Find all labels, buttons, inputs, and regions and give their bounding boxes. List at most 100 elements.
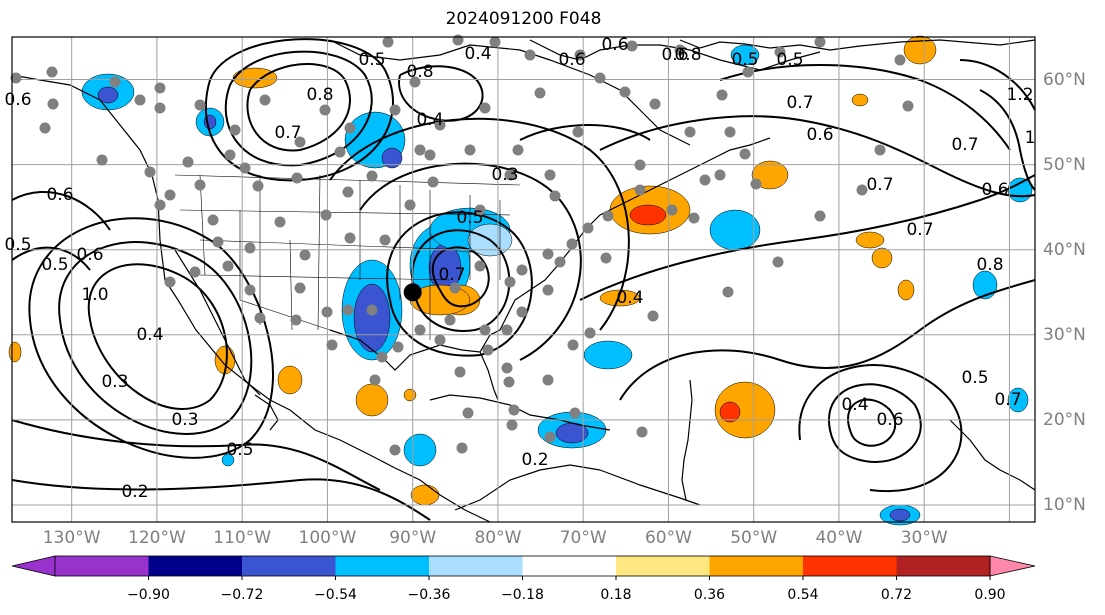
border-segment (199, 174, 206, 276)
contour-line (386, 211, 533, 357)
station-marker (574, 49, 586, 61)
station-marker (684, 126, 696, 138)
contour-label: 0.4 (841, 395, 868, 415)
station-marker (96, 154, 108, 166)
station-marker (212, 236, 224, 248)
contour-line (979, 89, 1036, 191)
station-marker (742, 66, 754, 78)
longitude-label: 50°W (730, 528, 778, 548)
contour-label: 0.7 (866, 175, 893, 195)
shaded-region (599, 289, 641, 307)
station-marker (392, 341, 404, 353)
coastline-segment (949, 419, 1036, 491)
contour-label: 0.2 (521, 450, 548, 470)
station-marker (724, 126, 736, 138)
station-marker (389, 104, 401, 116)
longitude-label: 130°W (42, 528, 101, 548)
station-marker (291, 172, 303, 184)
station-marker (902, 100, 914, 112)
contour-label: 0.3 (101, 372, 128, 392)
station-marker (714, 169, 726, 181)
coastline-segment (529, 39, 821, 71)
coastline-segment (454, 464, 601, 511)
shaded-region (232, 67, 278, 89)
station-marker (109, 76, 121, 88)
station-marker (274, 216, 286, 228)
contour-label: 0.6 (876, 410, 903, 430)
station-marker (46, 66, 58, 78)
longitude-label: 110°W (213, 528, 272, 548)
coastline-segment (11, 74, 491, 523)
colorbar-tick-label: 0.36 (693, 587, 726, 603)
station-marker (512, 144, 524, 156)
station-marker (404, 199, 416, 211)
station-marker (244, 284, 256, 296)
station-marker (750, 178, 762, 190)
station-marker (504, 169, 516, 181)
border-segment (199, 239, 471, 251)
contour-lines (11, 38, 1036, 521)
station-marker (722, 286, 734, 298)
contour-line (329, 117, 630, 331)
contour-labels: 0.60.5 0.40.80.70.60.60.80.50.60.40.80.70… (4, 35, 1035, 502)
station-marker (774, 46, 786, 58)
station-marker (254, 312, 266, 324)
contour-line (599, 115, 1036, 198)
station-marker (414, 324, 426, 336)
station-marker (542, 248, 554, 260)
station-marker (154, 82, 166, 94)
station-marker (342, 304, 354, 316)
station-marker (634, 184, 646, 196)
border-segment (239, 299, 331, 331)
longitude-label: 70°W (559, 528, 607, 548)
station-marker (379, 234, 391, 246)
station-marker (409, 76, 421, 88)
colorbar-extend-min (11, 555, 56, 577)
station-marker (344, 122, 356, 134)
station-marker (434, 334, 446, 346)
contour-line (58, 241, 253, 435)
shaded-region (403, 433, 437, 467)
station-marker (444, 314, 456, 326)
map-title: 2024091200 F048 (445, 9, 602, 29)
station-marker (634, 159, 646, 171)
colorbar-tick-label: 0.54 (787, 587, 819, 603)
station-marker (814, 36, 826, 48)
colorbar-segment (335, 556, 429, 576)
station-marker (194, 179, 206, 191)
station-marker (894, 54, 906, 66)
station-marker (39, 122, 51, 134)
contour-line (224, 50, 373, 167)
station-marker (452, 34, 464, 46)
station-marker (344, 232, 356, 244)
latitude-label: 20°N (1043, 409, 1086, 430)
station-marker (566, 238, 578, 250)
contour-label: 0.5 (731, 50, 758, 70)
shaded-region (97, 86, 119, 104)
station-marker (584, 327, 596, 339)
colorbar-segment (429, 556, 523, 576)
longitude-label: 100°W (298, 528, 357, 548)
station-marker (544, 431, 556, 443)
latitude-label: 30°N (1043, 324, 1086, 345)
border-segment (289, 239, 293, 331)
station-marker (369, 374, 381, 386)
station-marker (454, 366, 466, 378)
shaded-region (851, 93, 869, 107)
station-marker (716, 89, 728, 101)
contour-line (11, 246, 91, 271)
station-marker (503, 376, 515, 388)
contour-label: 1.2 (1006, 85, 1033, 105)
station-marker (569, 407, 581, 419)
longitude-label: 30°W (900, 528, 948, 548)
shaded-region (1007, 387, 1029, 413)
station-marker (224, 149, 236, 161)
station-marker (229, 124, 241, 136)
station-marker (326, 339, 338, 351)
contour-line (28, 217, 274, 459)
station-marker (244, 242, 256, 254)
station-markers (10, 34, 914, 456)
contour-label: 0.4 (616, 288, 643, 308)
colorbar-segment (803, 556, 897, 576)
